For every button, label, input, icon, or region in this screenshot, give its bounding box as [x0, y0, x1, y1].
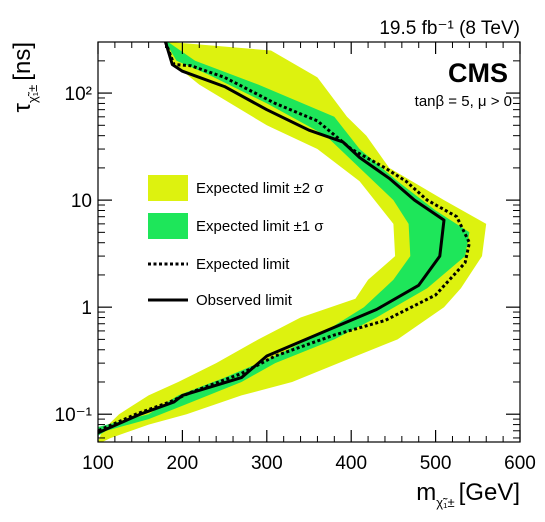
svg-text:mχ̃₁±[GeV]: mχ̃₁± [GeV] — [416, 479, 520, 510]
band-1sigma — [98, 42, 470, 436]
y-axis-title-subscript: χ̃₁± — [25, 85, 40, 103]
limit-lines — [98, 42, 471, 435]
y-tick-label: 1 — [81, 298, 92, 319]
cms-label: CMS — [448, 58, 508, 88]
limit-bands — [98, 42, 487, 442]
x-axis-title: mχ̃₁± [GeV] — [416, 479, 520, 510]
y-axis-title: τχ̃₁± [ns] — [9, 42, 40, 113]
legend-label: Expected limit — [196, 256, 290, 273]
observed-limit-line — [98, 42, 446, 435]
y-axis-title-symbol: τ — [9, 103, 36, 113]
legend: Expected limit ±2 σ Expected limit ±1 σ Ex… — [148, 175, 324, 309]
plot-frame — [97, 41, 521, 443]
y-tick-label: 10² — [65, 84, 92, 105]
x-tick-label: 300 — [251, 453, 283, 474]
x-axis-title-unit: [GeV] — [459, 479, 520, 506]
legend-swatch-band2 — [148, 175, 188, 201]
model-annotation: tanβ = 5, μ > 0 — [415, 93, 512, 110]
x-tick-label: 400 — [335, 453, 367, 474]
expected-limit-line — [98, 42, 471, 433]
x-tick-label: 200 — [167, 453, 199, 474]
axis-ticks: 100 200 300 400 500 600 10⁻¹ 1 10 10² — [55, 41, 536, 474]
x-tick-label: 600 — [504, 453, 536, 474]
svg-text:τχ̃₁±[ns]: τχ̃₁± [ns] — [9, 42, 40, 113]
y-tick-label: 10 — [71, 191, 92, 212]
band-2sigma — [98, 42, 487, 442]
x-tick-label: 500 — [420, 453, 452, 474]
legend-label: Expected limit ±1 σ — [196, 218, 324, 235]
y-tick-label: 10⁻¹ — [55, 405, 93, 426]
x-axis-title-subscript: χ̃₁± — [436, 495, 454, 510]
y-axis-title-unit: [ns] — [9, 42, 36, 81]
legend-swatch-band1 — [148, 213, 188, 239]
luminosity-label: 19.5 fb⁻¹ (8 TeV) — [379, 18, 520, 39]
legend-label: Observed limit — [196, 292, 293, 309]
x-axis-title-symbol: m — [416, 479, 436, 506]
x-tick-label: 100 — [82, 453, 114, 474]
legend-label: Expected limit ±2 σ — [196, 180, 324, 197]
